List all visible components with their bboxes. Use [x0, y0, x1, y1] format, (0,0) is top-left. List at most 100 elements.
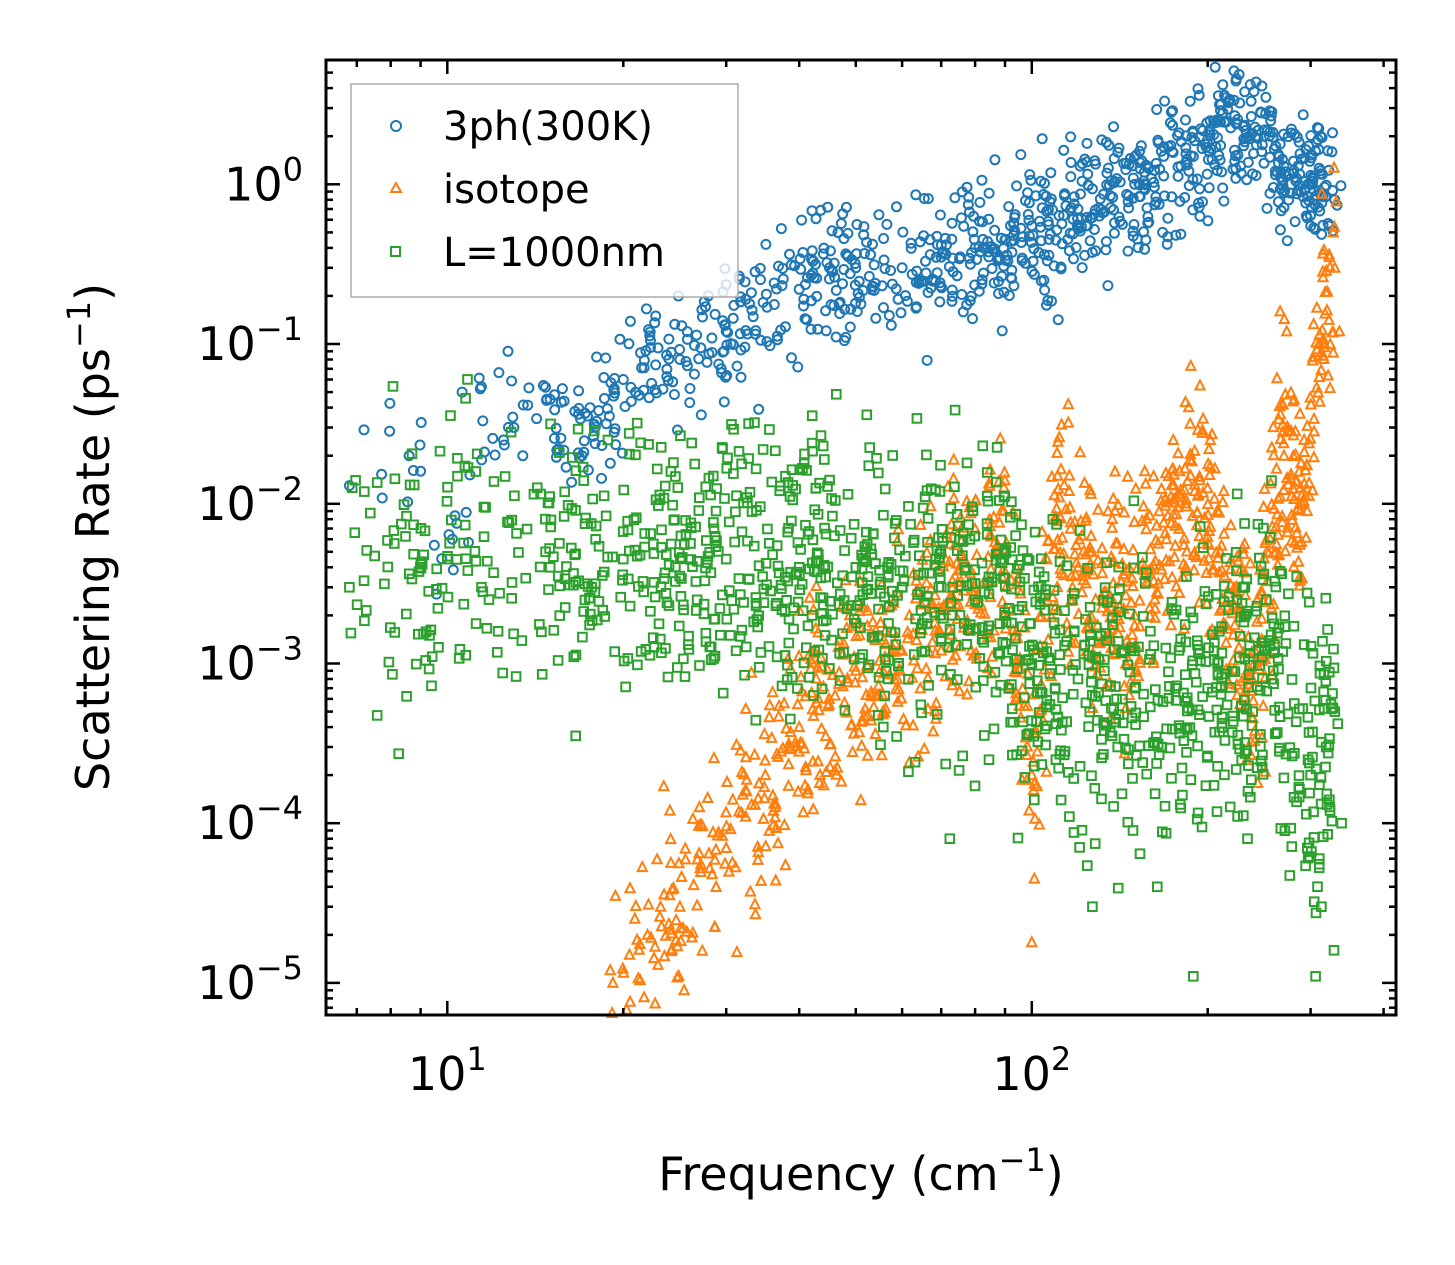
L=1000nm-point [1263, 635, 1275, 646]
isotope-point [744, 884, 757, 897]
isotope-point [1316, 264, 1330, 277]
L=1000nm-point [579, 518, 591, 530]
L=1000nm-point [649, 591, 661, 603]
legend-frame [350, 83, 739, 298]
series-3ph(300K) [343, 61, 1347, 600]
isotope-point [1257, 499, 1270, 512]
isotope-point [1284, 385, 1298, 398]
L=1000nm-point [1084, 706, 1096, 718]
isotope-point [1121, 574, 1134, 587]
L=1000nm-point [1310, 907, 1322, 919]
L=1000nm-point [371, 477, 383, 488]
isotope-point [1069, 567, 1082, 580]
L=1000nm-point [882, 673, 894, 685]
L=1000nm-point [462, 374, 473, 385]
L=1000nm-point [675, 530, 687, 542]
3ph(300K)-point [989, 154, 1001, 166]
L=1000nm-point [1192, 807, 1204, 819]
3ph(300K)-point [478, 446, 490, 458]
isotope-point [811, 691, 825, 704]
L=1000nm-point [677, 552, 688, 563]
L=1000nm-point [1086, 676, 1097, 688]
L=1000nm-point [632, 659, 643, 671]
3ph(300K)-point [428, 539, 440, 551]
L=1000nm-point [989, 666, 1001, 678]
isotope-point [1297, 444, 1311, 457]
L=1000nm-point [389, 473, 401, 485]
L=1000nm-point [1120, 742, 1131, 754]
3ph(300K)-point [600, 352, 612, 364]
L=1000nm-point [436, 582, 448, 594]
L=1000nm-point [1019, 573, 1030, 584]
isotope-point [1070, 555, 1083, 568]
L=1000nm-point [589, 425, 600, 437]
L=1000nm-point [694, 660, 705, 671]
L=1000nm-point [717, 687, 729, 699]
isotope-point [1177, 537, 1191, 550]
3ph(300K)-point [473, 372, 485, 384]
3ph(300K)-point [1043, 249, 1055, 261]
3ph(300K)-point [1291, 131, 1303, 143]
L=1000nm-point [949, 404, 961, 416]
L=1000nm-point [544, 543, 555, 554]
isotope-point [1064, 521, 1077, 534]
L=1000nm-point [1133, 641, 1144, 653]
L=1000nm-point [665, 538, 677, 550]
L=1000nm-point [771, 651, 783, 663]
L=1000nm-point [1227, 716, 1239, 727]
L=1000nm-point [743, 418, 754, 429]
L=1000nm-point [1297, 703, 1309, 714]
L=1000nm-point [1178, 687, 1189, 699]
isotope-point [748, 747, 761, 760]
3ph(300K)-point [1327, 127, 1338, 139]
L=1000nm-point [1243, 760, 1254, 771]
L=1000nm-point [585, 608, 596, 620]
L=1000nm-point [846, 571, 858, 583]
3ph(300K)-point [1114, 176, 1126, 188]
3ph(300K)-point [885, 319, 897, 331]
3ph(300K)-point [1181, 153, 1193, 165]
L=1000nm-point [701, 535, 712, 546]
L=1000nm-point [1108, 704, 1120, 715]
isotope-point [807, 802, 820, 815]
isotope-point [1121, 469, 1134, 482]
isotope-point [628, 911, 642, 924]
L=1000nm-point [441, 496, 453, 507]
3ph(300K)-point [644, 334, 656, 346]
L=1000nm-point [934, 486, 946, 497]
L=1000nm-point [1245, 791, 1256, 803]
isotope-point [766, 685, 779, 698]
L=1000nm-point [600, 510, 612, 522]
isotope-point [1040, 552, 1053, 565]
isotope-point [632, 942, 646, 955]
3ph(300K)-point [1103, 139, 1115, 151]
3ph(300K)-point [978, 267, 989, 279]
L=1000nm-point [702, 557, 713, 568]
3ph(300K)-point [857, 285, 869, 296]
isotope-point [1075, 584, 1089, 598]
isotope-point [719, 840, 733, 853]
L=1000nm-point [1012, 563, 1023, 575]
L=1000nm-point [951, 509, 963, 520]
L=1000nm-point [1057, 692, 1068, 704]
L=1000nm-point [1239, 581, 1251, 593]
L=1000nm-point [648, 548, 660, 559]
L=1000nm-point [1082, 563, 1093, 574]
L=1000nm-point [497, 667, 508, 679]
L=1000nm-point [834, 588, 846, 600]
L=1000nm-point [415, 523, 427, 534]
3ph(300K)-point [760, 288, 772, 300]
isotope-point [1138, 464, 1151, 477]
L=1000nm-point [908, 534, 920, 546]
L=1000nm-point [1070, 659, 1081, 670]
3ph(300K)-point [1192, 83, 1204, 95]
3ph(300K)-point [792, 361, 804, 373]
L=1000nm-point [903, 501, 914, 512]
L=1000nm-point [1304, 757, 1315, 769]
3ph(300K)-point [1202, 154, 1214, 166]
3ph(300K)-point [403, 450, 415, 462]
L=1000nm-point [1003, 603, 1015, 614]
isotope-point [1306, 353, 1319, 366]
L=1000nm-point [826, 634, 837, 646]
3ph(300K)-point [779, 321, 791, 333]
